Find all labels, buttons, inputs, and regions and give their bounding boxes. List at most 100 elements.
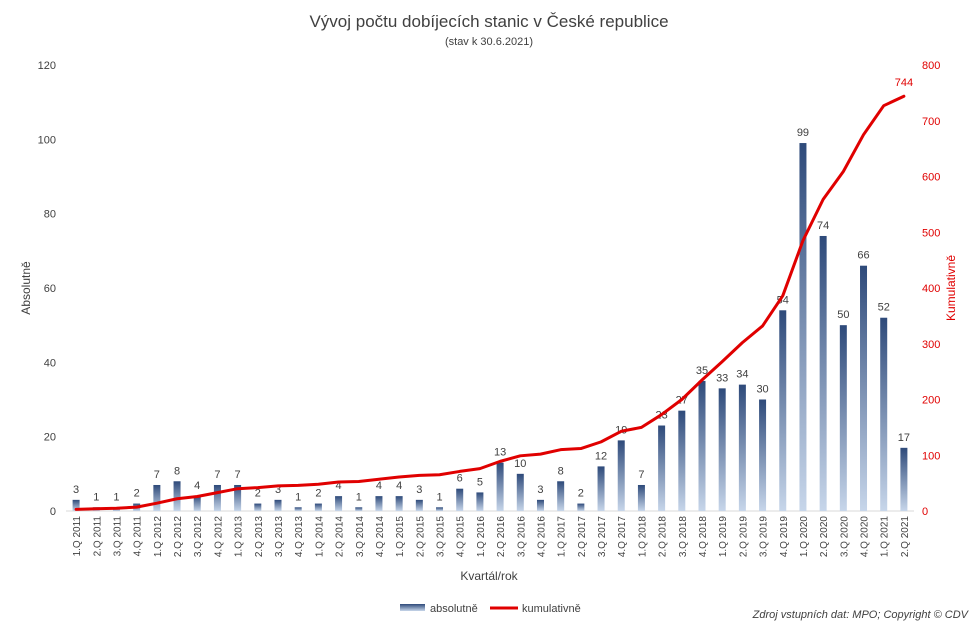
bar [476, 492, 484, 511]
left-tick-label: 60 [44, 283, 56, 295]
x-tick-label: 1.Q 2013 [234, 516, 245, 558]
x-tick-label: 2.Q 2021 [900, 516, 911, 558]
bar-data-label: 3 [73, 484, 79, 496]
x-tick-label: 2.Q 2016 [496, 516, 507, 558]
bar-data-label: 99 [797, 127, 809, 139]
x-tick-label: 1.Q 2021 [880, 516, 891, 558]
cumulative-last-label: 744 [895, 77, 913, 89]
right-tick-label: 600 [922, 172, 940, 184]
bar-data-label: 5 [477, 476, 483, 488]
x-tick-label: 3.Q 2012 [193, 516, 204, 558]
x-tick-label: 4.Q 2018 [698, 516, 709, 558]
bar-data-label: 54 [777, 294, 789, 306]
x-tick-label: 2.Q 2014 [335, 516, 346, 558]
x-tick-label: 3.Q 2019 [759, 516, 770, 558]
x-tick-label: 3.Q 2017 [597, 516, 608, 558]
x-tick-label: 1.Q 2015 [395, 516, 406, 558]
bar [779, 310, 787, 511]
bar-data-label: 33 [716, 372, 728, 384]
x-tick-label: 3.Q 2015 [436, 516, 447, 558]
line-series: 7 4 4 [74, 77, 913, 511]
bar [718, 388, 726, 511]
right-tick-label: 0 [922, 506, 928, 518]
right-tick-label: 300 [922, 339, 940, 351]
bar [395, 496, 403, 511]
bar-data-label: 3 [537, 484, 543, 496]
bar [698, 380, 706, 511]
bar [335, 496, 343, 511]
x-tick-label: 1.Q 2012 [153, 516, 164, 558]
bar [839, 325, 847, 511]
bar [193, 496, 201, 511]
x-tick-label: 1.Q 2020 [799, 516, 810, 558]
bar [557, 481, 565, 511]
bar [597, 466, 605, 511]
bar [153, 484, 161, 511]
bar-data-label: 13 [494, 447, 506, 459]
bar-data-label: 1 [93, 491, 99, 503]
bar-data-label: 4 [376, 480, 382, 492]
bar-data-label: 1 [295, 491, 301, 503]
bar-data-label: 52 [878, 302, 890, 314]
left-tick-label: 40 [44, 357, 56, 369]
bar-data-label: 35 [696, 365, 708, 377]
left-axis-ticks: 0 20 40 60 80 100 120 [38, 60, 56, 518]
bar-data-label: 1 [356, 491, 362, 503]
x-tick-label: 2.Q 2019 [738, 516, 749, 558]
bar [678, 410, 686, 511]
bar [860, 265, 868, 511]
bar [617, 440, 625, 511]
bar-data-label: 1 [113, 491, 119, 503]
bar [799, 143, 807, 512]
x-tick-label: 3.Q 2016 [516, 516, 527, 558]
bar [436, 507, 444, 511]
bar [173, 481, 181, 511]
bar-data-label: 2 [578, 488, 584, 500]
left-tick-label: 0 [50, 506, 56, 518]
bar [355, 507, 363, 511]
source-note: Zdroj vstupních dat: MPO; Copyright © CD… [752, 609, 970, 621]
bar [819, 235, 827, 511]
x-tick-label: 1.Q 2018 [637, 516, 648, 558]
right-axis-ticks: 0 100 200 300 400 500 600 700 800 [922, 60, 940, 518]
bar-data-label: 8 [558, 465, 564, 477]
bar-data-label: 10 [514, 458, 526, 470]
bar [900, 447, 908, 511]
bar-data-label: 7 [214, 469, 220, 481]
chart-title: Vývoj počtu dobíjecích stanic v České re… [309, 12, 668, 31]
legend-swatch-absolutne [400, 604, 425, 611]
legend: absolutně kumulativně [400, 603, 581, 615]
x-tick-label: 1.Q 2014 [314, 516, 325, 558]
x-tick-label: 1.Q 2017 [557, 516, 568, 558]
bar [880, 317, 888, 511]
x-tick-label: 2.Q 2018 [658, 516, 669, 558]
x-tick-label: 4.Q 2015 [456, 516, 467, 558]
legend-label-absolutne: absolutně [430, 603, 478, 615]
x-tick-label: 4.Q 2020 [860, 516, 871, 558]
bar-data-label: 30 [756, 384, 768, 396]
x-tick-label: 1.Q 2011 [72, 516, 83, 557]
bar [577, 503, 585, 511]
bar-data-label: 50 [837, 309, 849, 321]
bar-data-label: 3 [275, 484, 281, 496]
bar [658, 425, 666, 511]
bar [456, 488, 464, 511]
bar-data-label: 7 [638, 469, 644, 481]
left-tick-label: 100 [38, 134, 56, 146]
chart-subtitle: (stav k 30.6.2021) [445, 36, 533, 48]
bar [314, 503, 322, 511]
bar-data-label: 34 [736, 369, 748, 381]
bar-data-label: 2 [134, 488, 140, 500]
x-tick-label: 3.Q 2011 [112, 516, 123, 557]
bar [254, 503, 262, 511]
x-tick-label: 1.Q 2019 [718, 516, 729, 558]
bar [234, 484, 242, 511]
x-axis-title: Kvartál/rok [460, 569, 518, 583]
x-tick-label: 3.Q 2014 [355, 516, 366, 558]
bar [375, 496, 383, 511]
bar-data-label: 4 [396, 480, 402, 492]
bar [738, 384, 746, 511]
bar [213, 484, 221, 511]
x-tick-label: 1.Q 2016 [476, 516, 487, 558]
